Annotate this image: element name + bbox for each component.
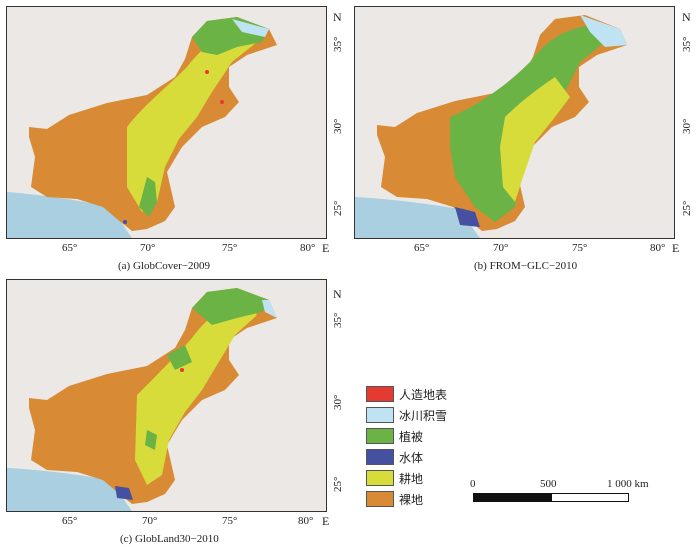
lon-tick: 75°: [572, 242, 588, 254]
lat-tick: 25°: [681, 200, 693, 216]
scale-segment-black: [473, 493, 553, 502]
legend-swatch: [366, 470, 394, 486]
legend-swatch: [366, 491, 394, 507]
legend-swatch: [366, 386, 394, 402]
map-a: [7, 7, 326, 238]
caption-c: (c) GlobLand30−2010: [120, 533, 219, 545]
lon-tick: 65°: [414, 242, 430, 254]
east-label: E: [322, 514, 330, 528]
legend-label: 水体: [399, 451, 424, 465]
north-label: N: [682, 10, 691, 24]
lon-tick: 75°: [222, 515, 238, 527]
lon-tick: 65°: [62, 515, 78, 527]
lon-tick: 70°: [493, 242, 509, 254]
legend-swatch: [366, 407, 394, 423]
caption-a: (a) GlobCover−2009: [118, 260, 211, 272]
legend-swatch: [366, 428, 394, 444]
scale-segment-white: [551, 493, 629, 502]
legend-label: 植被: [399, 430, 424, 444]
lat-tick: 30°: [332, 394, 344, 410]
north-label: N: [333, 10, 342, 24]
lon-tick: 65°: [62, 242, 78, 254]
lat-tick: 35°: [681, 36, 693, 52]
legend-label: 冰川积雪: [399, 409, 448, 423]
scale-label-0: 0: [470, 478, 476, 490]
north-label: N: [333, 287, 342, 301]
lon-tick: 70°: [140, 242, 156, 254]
east-label: E: [672, 241, 680, 255]
lon-tick: 75°: [222, 242, 238, 254]
lat-tick: 30°: [681, 118, 693, 134]
scale-bar: 0 500 1 000 km: [470, 478, 649, 508]
lat-tick: 30°: [332, 118, 344, 134]
map-frame-a: [6, 6, 327, 239]
east-label: E: [322, 241, 330, 255]
lat-tick: 25°: [332, 476, 344, 492]
lon-tick: 80°: [300, 242, 316, 254]
map-c: [7, 280, 326, 511]
map-frame-c: [6, 279, 327, 512]
lon-tick: 80°: [650, 242, 666, 254]
scale-label-1000: 1 000 km: [607, 478, 649, 490]
legend-label: 耕地: [399, 472, 424, 486]
scale-label-500: 500: [540, 478, 557, 490]
lat-tick: 25°: [332, 200, 344, 216]
legend-label: 人造地表: [399, 388, 448, 402]
map-b: [355, 7, 674, 238]
map-frame-b: [354, 6, 675, 239]
lon-tick: 70°: [142, 515, 158, 527]
lat-tick: 35°: [332, 312, 344, 328]
lat-tick: 35°: [332, 36, 344, 52]
caption-b: (b) FROM−GLC−2010: [474, 260, 578, 272]
legend-label: 裸地: [399, 493, 424, 507]
legend-swatch: [366, 449, 394, 465]
lon-tick: 80°: [298, 515, 314, 527]
